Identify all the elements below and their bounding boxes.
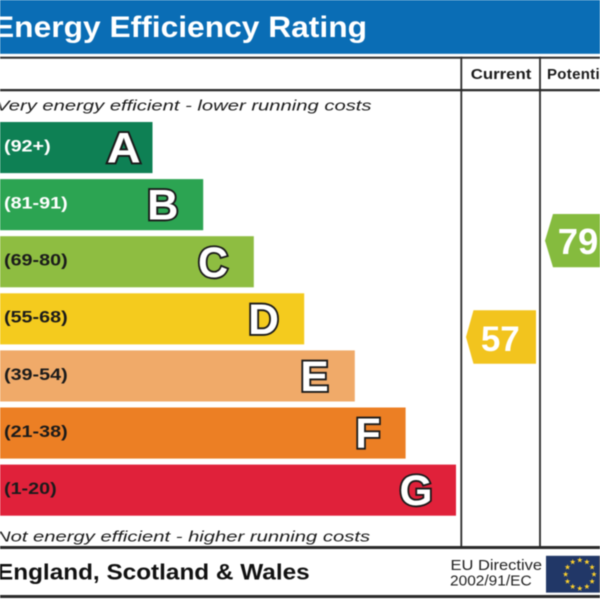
svg-text:(55-68): (55-68)	[4, 307, 68, 326]
svg-text:E: E	[300, 354, 328, 401]
svg-text:G: G	[399, 468, 432, 515]
svg-text:(21-38): (21-38)	[4, 421, 68, 440]
svg-text:Very energy efficient - lower: Very energy efficient - lower running co…	[0, 97, 372, 114]
svg-text:Energy Efficiency Rating: Energy Efficiency Rating	[0, 11, 367, 44]
svg-text:Current: Current	[471, 67, 532, 83]
svg-text:(69-80): (69-80)	[4, 250, 68, 269]
svg-text:B: B	[147, 182, 178, 230]
svg-text:(39-54): (39-54)	[4, 364, 68, 383]
svg-text:A: A	[107, 125, 141, 172]
svg-text:79: 79	[558, 221, 599, 262]
svg-text:Not energy efficient - higher: Not energy efficient - higher running co…	[0, 528, 370, 545]
svg-text:D: D	[248, 297, 279, 344]
svg-text:(1-20): (1-20)	[4, 479, 57, 498]
svg-text:57: 57	[481, 320, 520, 359]
svg-text:F: F	[355, 410, 380, 458]
svg-text:(81-91): (81-91)	[4, 193, 68, 212]
svg-text:2002/91/EC: 2002/91/EC	[450, 573, 532, 590]
svg-text:Potential: Potential	[547, 66, 600, 83]
svg-text:C: C	[198, 238, 228, 285]
svg-text:EU Directive: EU Directive	[451, 558, 543, 574]
svg-text:(92+): (92+)	[4, 136, 51, 155]
svg-text:England, Scotland & Wales: England, Scotland & Wales	[0, 559, 310, 584]
